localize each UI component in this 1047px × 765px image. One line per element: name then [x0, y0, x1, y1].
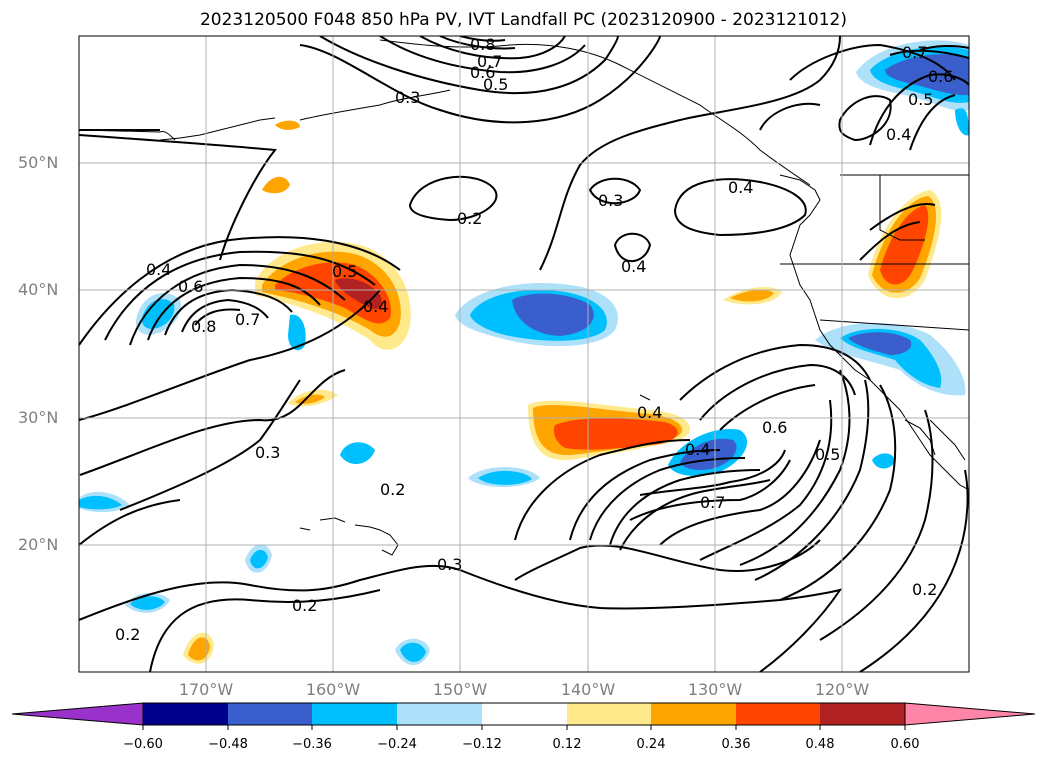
- lon-label: 150°W: [432, 680, 488, 699]
- contour-label: 0.4: [685, 440, 710, 459]
- colorbar-tick-label: 0.48: [805, 737, 835, 752]
- colorbar-tick-label: −0.12: [462, 737, 502, 752]
- colorbar-swatch: [228, 703, 312, 725]
- colorbar-tick-label: −0.48: [208, 737, 248, 752]
- contour-label: 0.6: [178, 277, 203, 296]
- contour-label: 0.5: [483, 75, 508, 94]
- lat-label: 50°N: [18, 153, 59, 172]
- contour-label: 0.4: [363, 297, 388, 316]
- colorbar-swatch: [567, 703, 651, 725]
- colorbar-swatch: [11, 702, 144, 726]
- gridlines: [79, 36, 969, 672]
- contour-label: 0.6: [928, 67, 953, 86]
- contour-label: 0.4: [728, 178, 753, 197]
- colorbar-tick-label: 0.24: [636, 737, 666, 752]
- colorbar-tick-label: −0.36: [292, 737, 332, 752]
- contour-label: 0.3: [598, 191, 623, 210]
- lon-label: 170°W: [178, 680, 234, 699]
- lon-label: 160°W: [305, 680, 361, 699]
- contour-label: 0.7: [235, 310, 260, 329]
- contour-label: 0.4: [637, 403, 662, 422]
- map-frame: [78, 35, 970, 673]
- contour-label: 0.4: [146, 260, 171, 279]
- colorbar-swatch: [143, 703, 228, 725]
- contour-label: 0.3: [395, 88, 420, 107]
- contour-label: 0.6: [470, 63, 495, 82]
- colorbar-tick-label: 0.60: [890, 737, 920, 752]
- colorbar-tick-label: −0.24: [377, 737, 417, 752]
- contour-label: 0.8: [191, 317, 216, 336]
- coastlines: [79, 39, 969, 556]
- map-title: 2023120500 F048 850 hPa PV, IVT Landfall…: [199, 10, 847, 30]
- lon-label: 120°W: [814, 680, 870, 699]
- contour-label: 0.2: [912, 580, 937, 599]
- contour-label: 0.6: [762, 418, 787, 437]
- contour-label: 0.7: [477, 52, 502, 71]
- lon-label: 130°W: [687, 680, 743, 699]
- contour-label: 0.3: [255, 443, 280, 462]
- colorbar-swatch: [312, 703, 397, 725]
- colorbar-swatch: [904, 702, 1036, 726]
- colorbar-swatch: [736, 703, 820, 725]
- colorbar-swatch: [482, 703, 567, 725]
- contour-label: 0.7: [700, 493, 725, 512]
- contour-label: 0.2: [115, 625, 140, 644]
- contour-label: 0.2: [292, 596, 317, 615]
- contour-label: 0.7: [902, 43, 927, 62]
- contour-label: 0.5: [815, 445, 840, 464]
- colorbar-tick-label: −0.60: [123, 737, 163, 752]
- colorbar-swatch: [651, 703, 736, 725]
- colorbar: [11, 702, 1036, 730]
- ivt-contours: [79, 36, 969, 672]
- map-area: [79, 36, 969, 672]
- contour-label: 0.3: [437, 555, 462, 574]
- contour-label: 0.4: [886, 125, 911, 144]
- colorbar-swatch: [397, 703, 482, 725]
- colorbar-tick-label: 0.36: [721, 737, 751, 752]
- contour-label: 0.5: [332, 262, 357, 281]
- contour-label: 0.8: [470, 35, 495, 54]
- lat-label: 20°N: [18, 535, 59, 554]
- colorbar-tick-label: 0.12: [552, 737, 582, 752]
- contour-label: 0.4: [621, 257, 646, 276]
- pv-shading: [79, 40, 969, 666]
- colorbar-swatch: [820, 703, 905, 725]
- lat-label: 30°N: [18, 408, 59, 427]
- contour-label-group: 0.8 0.7 0.6 0.5 0.3 0.2 0.3 0.4 0.4 0.6 …: [115, 35, 953, 644]
- contour-label: 0.2: [457, 209, 482, 228]
- contour-label: 0.2: [380, 480, 405, 499]
- lat-label: 40°N: [18, 280, 59, 299]
- contour-label: 0.5: [908, 90, 933, 109]
- lon-label: 140°W: [560, 680, 616, 699]
